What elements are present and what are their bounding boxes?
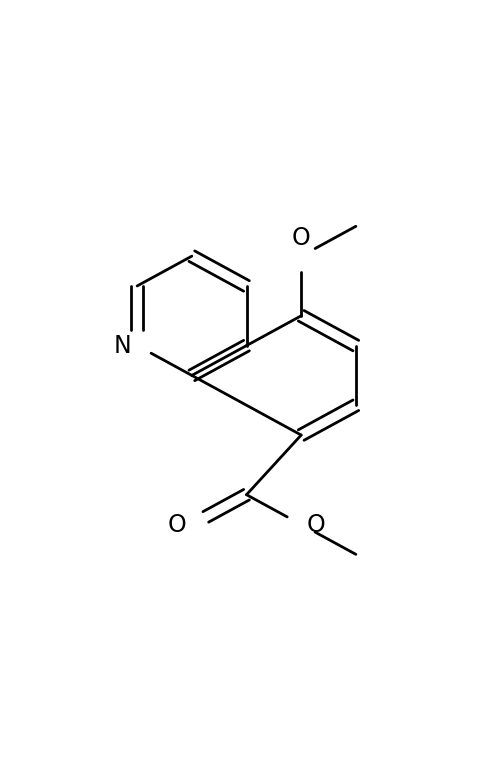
Text: O: O bbox=[291, 226, 310, 250]
Text: O: O bbox=[168, 512, 186, 537]
Text: N: N bbox=[113, 333, 131, 358]
Text: O: O bbox=[306, 512, 324, 537]
